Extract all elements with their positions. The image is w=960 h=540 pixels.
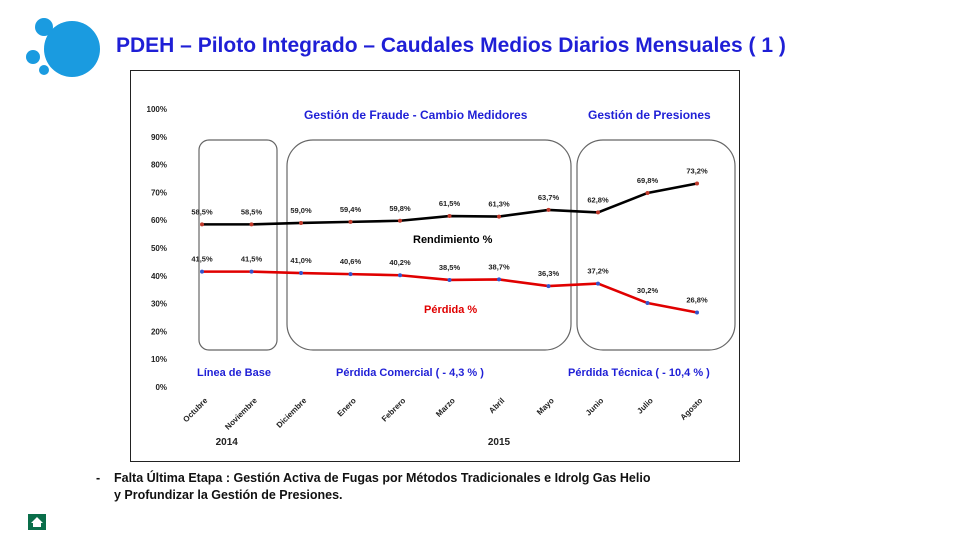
group-box-baseline bbox=[198, 139, 278, 351]
note-dash: - bbox=[96, 471, 101, 485]
series-name-rendimiento: Rendimiento % bbox=[413, 234, 493, 246]
data-point bbox=[200, 222, 204, 227]
year-group-label: 2015 bbox=[488, 437, 511, 448]
data-point bbox=[398, 273, 402, 278]
group-header-pressure: Gestión de Presiones bbox=[588, 108, 711, 122]
x-tick-label: Julio bbox=[635, 396, 655, 416]
data-label: 59,8% bbox=[389, 204, 411, 213]
y-tick-label: 40% bbox=[151, 272, 167, 281]
data-label: 58,5% bbox=[191, 207, 213, 216]
page-title: PDEH – Piloto Integrado – Caudales Medio… bbox=[116, 34, 786, 57]
x-tick-label: Abril bbox=[487, 396, 506, 415]
data-point bbox=[299, 220, 303, 225]
data-label: 41,0% bbox=[290, 256, 312, 265]
data-point bbox=[497, 277, 501, 282]
data-point bbox=[299, 271, 303, 276]
x-tick-label: Mayo bbox=[535, 396, 556, 417]
footnote: - Falta Última Etapa : Gestión Activa de … bbox=[96, 470, 650, 504]
group-footer-baseline: Línea de Base bbox=[197, 367, 271, 379]
data-point bbox=[695, 310, 699, 315]
x-tick-label: Junio bbox=[584, 396, 606, 418]
data-label: 73,2% bbox=[686, 167, 708, 176]
data-point bbox=[596, 210, 600, 215]
circles-logo-icon bbox=[26, 18, 100, 77]
data-label: 38,7% bbox=[488, 262, 510, 271]
group-footer-technical: Pérdida Técnica ( - 10,4 % ) bbox=[568, 367, 710, 379]
y-tick-label: 80% bbox=[151, 161, 167, 170]
group-header-fraud: Gestión de Fraude - Cambio Medidores bbox=[304, 108, 528, 122]
data-label: 40,2% bbox=[389, 258, 411, 267]
data-label: 37,2% bbox=[587, 267, 609, 276]
x-tick-label: Marzo bbox=[434, 396, 457, 419]
data-label: 61,5% bbox=[439, 199, 461, 208]
data-label: 62,8% bbox=[587, 195, 609, 204]
y-tick-label: 100% bbox=[147, 105, 167, 114]
data-label: 38,5% bbox=[439, 263, 461, 272]
x-tick-label: Noviembre bbox=[223, 396, 259, 432]
group-box-pressure bbox=[576, 139, 736, 351]
data-label: 59,4% bbox=[340, 205, 362, 214]
chart-frame: 0% 10% 20% 30% 40% 50% 60% 70% 80% 90% 100% Octubre… bbox=[130, 70, 740, 462]
data-label: 41,5% bbox=[191, 255, 213, 264]
data-label: 61,3% bbox=[488, 200, 510, 209]
data-point bbox=[249, 269, 254, 274]
data-point bbox=[546, 284, 551, 289]
data-label: 63,7% bbox=[538, 193, 560, 202]
y-tick-label: 70% bbox=[151, 188, 167, 197]
data-label: 40,6% bbox=[340, 257, 362, 266]
y-tick-label: 30% bbox=[151, 300, 167, 309]
y-tick-label: 20% bbox=[151, 327, 167, 336]
data-label: 26,8% bbox=[686, 295, 708, 304]
x-tick-label: Febrero bbox=[380, 396, 408, 424]
data-point bbox=[546, 207, 551, 212]
data-point bbox=[645, 190, 650, 195]
group-box-fraud bbox=[286, 139, 572, 351]
data-label: 36,3% bbox=[538, 269, 560, 278]
y-tick-label: 0% bbox=[155, 383, 167, 392]
data-point bbox=[348, 272, 353, 277]
home-icon[interactable] bbox=[28, 514, 46, 530]
series-name-perdida: Pérdida % bbox=[424, 304, 477, 316]
line-chart: 0% 10% 20% 30% 40% 50% 60% 70% 80% 90% 100% Octubre… bbox=[147, 105, 736, 448]
data-point bbox=[200, 269, 204, 274]
data-point bbox=[447, 214, 452, 219]
data-point bbox=[447, 277, 452, 282]
x-tick-label: Diciembre bbox=[275, 396, 309, 430]
y-tick-label: 10% bbox=[151, 355, 167, 364]
x-tick-label: Octubre bbox=[181, 396, 209, 424]
y-tick-label: 90% bbox=[151, 133, 167, 142]
data-point bbox=[596, 281, 600, 286]
group-footer-commercial: Pérdida Comercial ( - 4,3 % ) bbox=[336, 367, 484, 379]
y-tick-label: 50% bbox=[151, 244, 167, 253]
data-label: 59,0% bbox=[290, 206, 312, 215]
year-group-label: 2014 bbox=[216, 437, 239, 448]
data-point bbox=[249, 222, 254, 227]
data-label: 41,5% bbox=[241, 255, 263, 264]
data-label: 69,8% bbox=[637, 176, 659, 185]
data-label: 58,5% bbox=[241, 207, 263, 216]
data-point bbox=[398, 218, 402, 223]
data-point bbox=[497, 214, 501, 219]
x-tick-label: Enero bbox=[336, 396, 358, 418]
y-tick-label: 60% bbox=[151, 216, 167, 225]
x-tick-label: Agosto bbox=[679, 396, 705, 422]
data-point bbox=[695, 181, 699, 186]
data-point bbox=[645, 301, 650, 306]
note-line-1: Falta Última Etapa : Gestión Activa de F… bbox=[114, 471, 651, 485]
data-point bbox=[348, 219, 353, 224]
data-label: 30,2% bbox=[637, 286, 659, 295]
note-line-2: y Profundizar la Gestión de Presiones. bbox=[114, 488, 343, 502]
